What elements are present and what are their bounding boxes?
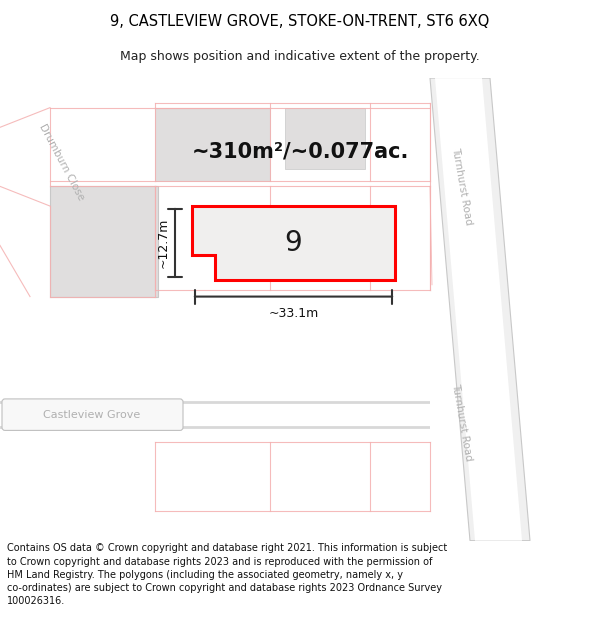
Text: Turnhurst Road: Turnhurst Road: [450, 383, 474, 462]
Bar: [285, 107, 365, 169]
Polygon shape: [430, 78, 530, 541]
Text: Castleview Grove: Castleview Grove: [43, 409, 140, 419]
Text: ~33.1m: ~33.1m: [268, 308, 319, 321]
Bar: [155, 107, 270, 181]
Text: Contains OS data © Crown copyright and database right 2021. This information is : Contains OS data © Crown copyright and d…: [7, 544, 448, 606]
Text: Turnhurst Road: Turnhurst Road: [450, 147, 474, 226]
Text: ~12.7m: ~12.7m: [157, 217, 170, 268]
Polygon shape: [192, 206, 395, 280]
Polygon shape: [435, 78, 522, 541]
Text: 9, CASTLEVIEW GROVE, STOKE-ON-TRENT, ST6 6XQ: 9, CASTLEVIEW GROVE, STOKE-ON-TRENT, ST6…: [110, 14, 490, 29]
FancyBboxPatch shape: [2, 399, 183, 431]
Text: 9: 9: [284, 229, 302, 258]
Bar: [50, 186, 158, 297]
Text: ~310m²/~0.077ac.: ~310m²/~0.077ac.: [191, 142, 409, 162]
Text: Drumburn Close: Drumburn Close: [38, 122, 86, 202]
Text: Map shows position and indicative extent of the property.: Map shows position and indicative extent…: [120, 50, 480, 62]
